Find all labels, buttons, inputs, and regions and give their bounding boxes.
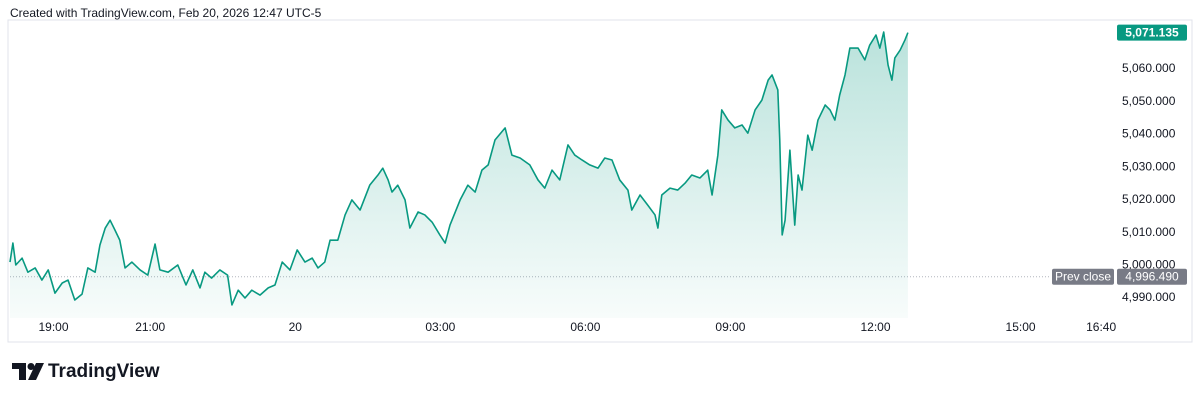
- last-price-label: 5,071.135: [1125, 25, 1179, 39]
- last-price-badge: [1117, 24, 1187, 41]
- y-tick-label: 5,060.000: [1122, 61, 1176, 75]
- y-tick-label: 4,990.000: [1122, 290, 1176, 304]
- area-fill: [10, 32, 908, 318]
- x-tick-label: 19:00: [39, 320, 69, 334]
- x-tick-label: 06:00: [570, 320, 600, 334]
- prev-close-badge: [1117, 268, 1187, 285]
- chart-frame: [7, 19, 1193, 343]
- prev-close-label: 4,996.490: [1125, 269, 1179, 283]
- prev-close-name-badge: [1052, 268, 1114, 285]
- y-tick-label: 5,050.000: [1122, 94, 1176, 108]
- y-tick-label: 5,030.000: [1122, 159, 1176, 173]
- y-tick-label: 5,010.000: [1122, 225, 1176, 239]
- price-line: [9, 31, 909, 306]
- x-tick-label: 09:00: [715, 320, 745, 334]
- y-tick-label: 5,040.000: [1122, 127, 1176, 141]
- y-tick-label: 5,000.000: [1122, 258, 1176, 272]
- x-tick-label: 21:00: [135, 320, 165, 334]
- x-tick-label: 16:40: [1086, 320, 1116, 334]
- x-tick-label: 15:00: [1006, 320, 1036, 334]
- brand-name: TradingView: [48, 361, 160, 382]
- header-text: Created with TradingView.com, Feb 20, 20…: [10, 6, 322, 20]
- y-tick-label: 5,020.000: [1122, 192, 1176, 206]
- brand-logo: [12, 363, 44, 380]
- x-tick-label: 20: [289, 320, 303, 334]
- x-tick-label: 12:00: [860, 320, 890, 334]
- prev-close-name: Prev close: [1055, 269, 1111, 283]
- x-tick-label: 03:00: [425, 320, 455, 334]
